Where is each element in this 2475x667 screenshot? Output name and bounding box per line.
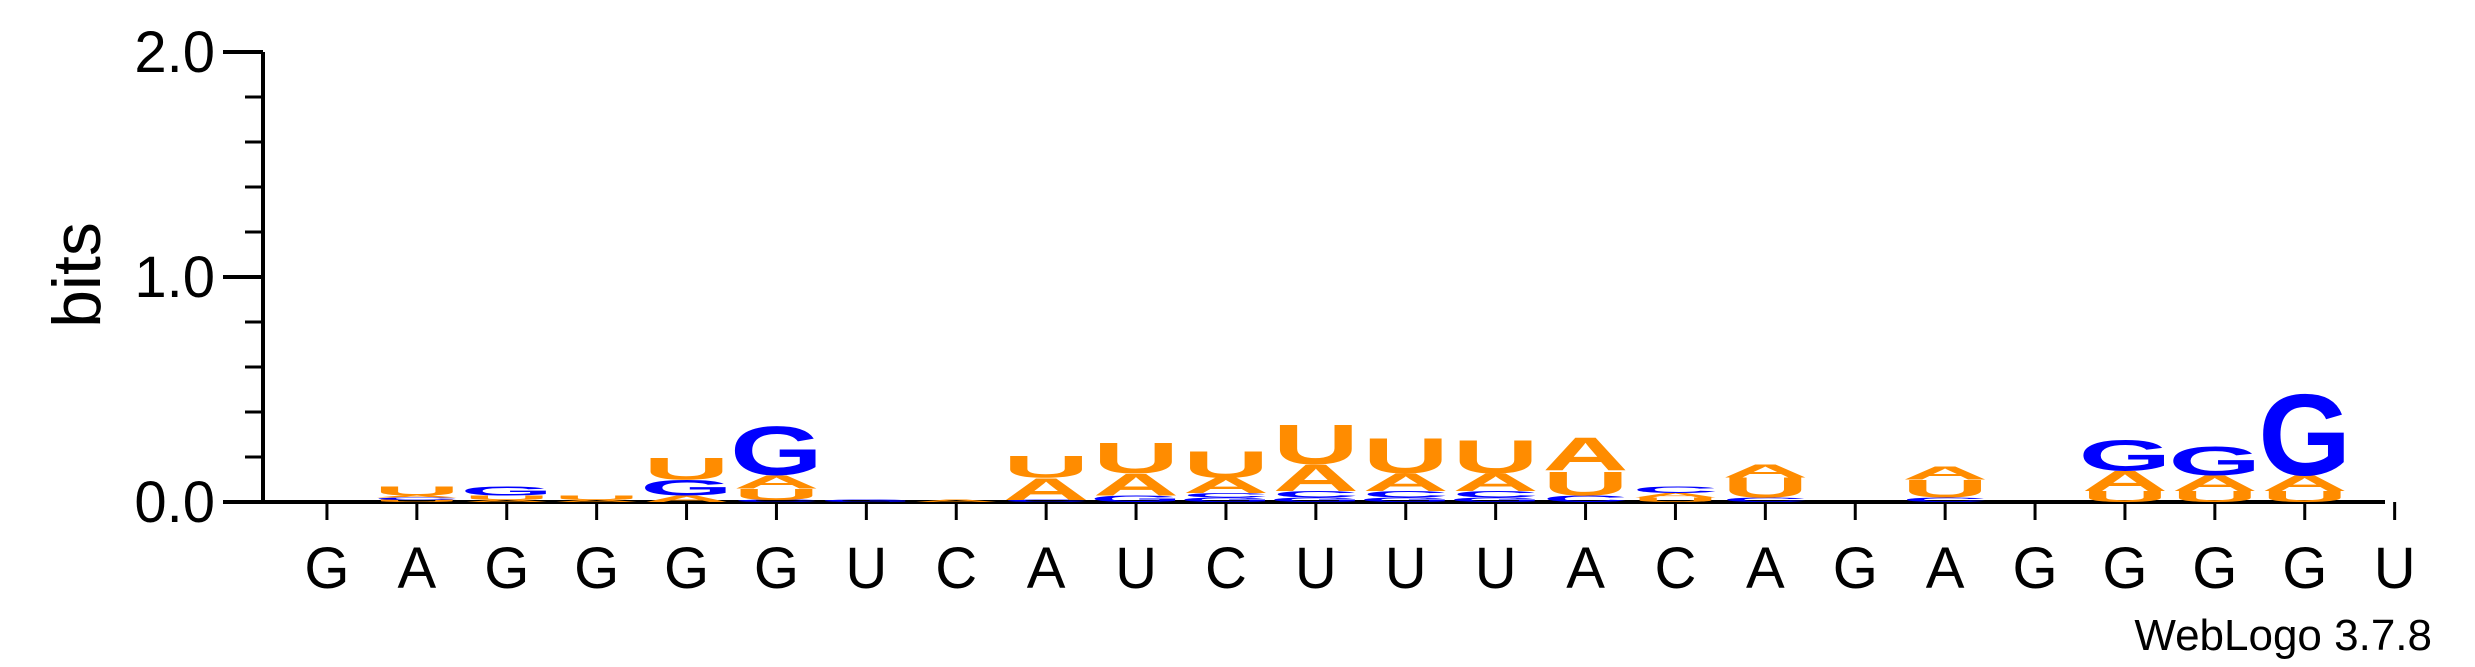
x-tick-label: A [1027, 536, 1066, 601]
x-tick-label: G [2012, 536, 2057, 601]
logo-glyph-g: G [1090, 493, 1183, 504]
logo-glyph-u: U [1722, 472, 1808, 504]
logo-glyph-u: U [374, 499, 460, 502]
logo-glyph-u: U [1183, 443, 1269, 485]
logo-glyph-a: A [1542, 428, 1628, 480]
logo-glyph-u: U [1542, 464, 1628, 503]
logo-glyph-u: U [733, 486, 819, 504]
x-tick-label: U [845, 536, 887, 601]
x-tick-label: C [1205, 536, 1247, 601]
x-tick-label: G [2192, 536, 2237, 601]
logo-glyph-u: U [374, 484, 460, 498]
x-tick-label: A [1566, 536, 1605, 601]
logo-glyph-c: C [1632, 484, 1718, 495]
logo-glyph-a: A [1363, 468, 1449, 496]
logo-glyph-u: U [2082, 488, 2168, 506]
logo-glyph-g: G [820, 499, 913, 502]
x-tick-label: G [664, 536, 709, 601]
logo-glyph-c: C [1363, 489, 1449, 500]
logo-glyph-a: A [1273, 457, 1359, 499]
x-tick-label: U [1385, 536, 1427, 601]
logo-glyph-u: U [464, 494, 550, 501]
logo-glyph-u: U [643, 451, 729, 486]
x-tick-label: C [1655, 536, 1697, 601]
logo-glyph-a: A [1722, 460, 1808, 481]
logo-glyph-c: C [1722, 496, 1808, 503]
x-tick-label: G [754, 536, 799, 601]
x-tick-label: U [1475, 536, 1517, 601]
logo-glyph-g: G [640, 476, 733, 501]
logo-glyph-a: A [913, 499, 999, 502]
logo-glyph-c: C [1003, 499, 1089, 502]
logo-glyph-g: G [1179, 496, 1272, 503]
logo-glyph-u: U [554, 494, 640, 501]
logo-glyph-u: U [1453, 431, 1539, 483]
logo-glyph-g: G [2168, 438, 2261, 484]
y-axis: 0.0 1.0 2.0 [134, 20, 265, 535]
x-tick-label: G [2102, 536, 2147, 601]
logo-glyph-a: A [1632, 492, 1718, 499]
logo-glyph-u: U [1632, 496, 1718, 503]
x-tick-label: C [935, 536, 977, 601]
logo-glyph-c: C [374, 497, 460, 500]
x-tick-label: G [2282, 536, 2327, 601]
logo-glyph-c: C [733, 499, 819, 502]
logo-glyph-u: U [1093, 434, 1179, 483]
logo-glyph-a: A [2262, 471, 2348, 496]
y-tick-label: 0.0 [134, 470, 215, 535]
logo-glyph-g: G [1449, 496, 1542, 503]
logo-glyph-a: A [1093, 467, 1179, 502]
x-tick-label: U [2374, 536, 2416, 601]
logo-glyph-c: C [1183, 492, 1269, 499]
logo-glyph-a: A [1183, 473, 1269, 498]
x-tick-label: U [1115, 536, 1157, 601]
x-tick-label: U [1295, 536, 1337, 601]
logo-glyph-a: A [2082, 465, 2168, 497]
logo-glyph-c: C [1542, 493, 1628, 504]
logo-glyph-a: A [1003, 471, 1089, 506]
logo-glyph-c: C [1273, 489, 1359, 500]
y-axis-label: bits [39, 222, 115, 328]
logo-glyph-g: G [2078, 431, 2171, 480]
logo-glyph-a: A [374, 495, 460, 498]
x-tick-label: G [1833, 536, 1878, 601]
logo-glyph-u: U [2172, 488, 2258, 506]
x-tick-label: G [574, 536, 619, 601]
logo-glyph-g: G [2258, 369, 2351, 499]
logo-glyph-a: A [1902, 463, 1988, 484]
weblogo-footer: WebLogo 3.7.8 [2134, 611, 2432, 660]
logo-glyph-a: A [464, 499, 550, 502]
logo-glyph-a: A [2172, 471, 2258, 496]
logo-glyph-a: A [643, 493, 729, 504]
logo-glyph-a: A [733, 472, 819, 493]
logo-glyph-a: A [1453, 468, 1539, 496]
x-tick-label: A [398, 536, 437, 601]
logo-glyph-c: C [1902, 496, 1988, 503]
x-tick-label: A [1746, 536, 1785, 601]
logo-glyph-g: G [730, 413, 823, 490]
logo-glyph-a: A [554, 499, 640, 502]
x-tick-label: G [484, 536, 529, 601]
logo-glyph-g: G [460, 484, 553, 498]
x-tick-label: A [1926, 536, 1965, 601]
logo-glyph-u: U [1003, 449, 1089, 484]
logo-glyph-u: U [2262, 488, 2348, 506]
logo-glyph-u: U [1363, 428, 1449, 484]
logo-glyph-g: G [1359, 496, 1452, 503]
logo-glyph-u: U [1273, 412, 1359, 476]
y-tick-label: 2.0 [134, 20, 215, 85]
x-tick-label: G [304, 536, 349, 601]
logo-glyph-u: U [1902, 475, 1988, 503]
logo-glyph-g: G [1269, 496, 1362, 503]
y-tick-label: 1.0 [134, 245, 215, 310]
logo-glyph-c: C [1453, 489, 1539, 500]
